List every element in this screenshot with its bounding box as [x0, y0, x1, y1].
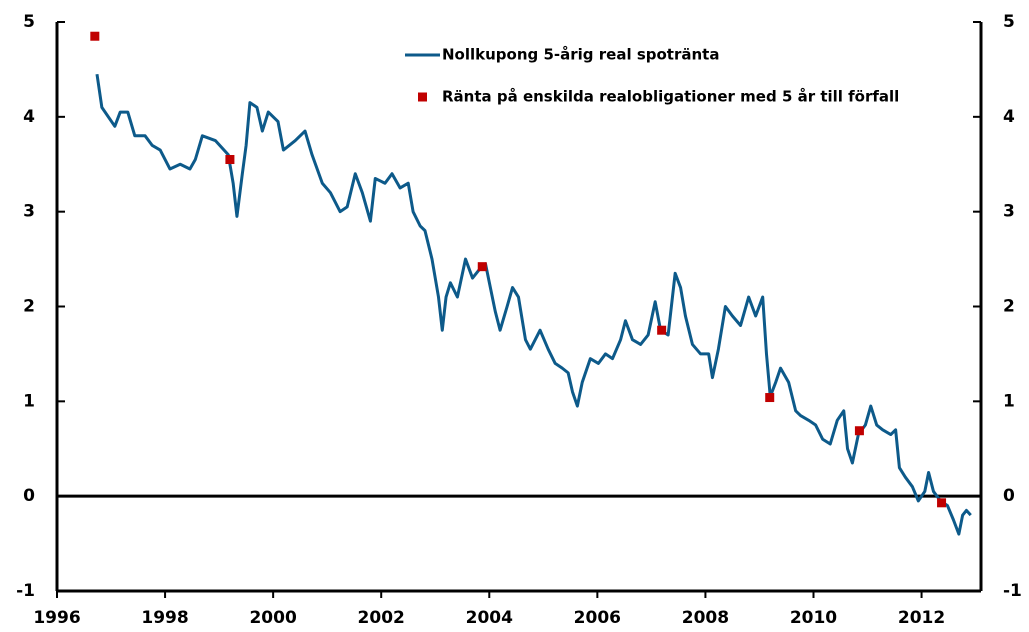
y2-tick-label: 4: [1003, 107, 1015, 127]
legend-marker: [418, 92, 427, 102]
data-point: [90, 31, 100, 41]
x-tick-label: 2008: [682, 608, 729, 628]
x-tick-label: 2002: [358, 608, 405, 628]
data-point: [854, 426, 864, 436]
y-tick-label: 5: [23, 12, 35, 32]
x-tick-label: 2000: [249, 608, 296, 628]
data-line: [95, 73, 972, 536]
y-tick-label: 3: [23, 202, 35, 222]
x-tick-label: 2006: [574, 608, 621, 628]
y2-tick-label: -1: [1003, 581, 1022, 601]
y2-tick-label: 0: [1003, 486, 1015, 506]
x-tick-label: 2010: [790, 608, 837, 628]
x-tick-label: 2012: [898, 608, 945, 628]
y-tick-label: -1: [16, 581, 35, 601]
y2-tick-label: 3: [1003, 202, 1015, 222]
legend-label: Nollkupong 5-årig real spotränta: [442, 46, 719, 64]
legend-label: Ränta på enskilda realobligationer med 5…: [442, 88, 899, 106]
x-tick-label: 1998: [141, 608, 188, 628]
y-tick-label: 1: [23, 391, 35, 411]
x-tick-label: 1996: [33, 608, 80, 628]
data-point: [225, 155, 235, 165]
y-tick-label: 4: [23, 107, 35, 127]
data-point: [765, 393, 775, 403]
y2-tick-label: 2: [1003, 297, 1015, 317]
x-tick-label: 2004: [466, 608, 513, 628]
data-point: [937, 498, 947, 508]
y2-tick-label: 5: [1003, 12, 1015, 32]
y-tick-label: 0: [23, 486, 35, 506]
data-point: [657, 325, 667, 335]
y-tick-label: 2: [23, 297, 35, 317]
y2-tick-label: 1: [1003, 391, 1015, 411]
data-point: [477, 262, 487, 272]
